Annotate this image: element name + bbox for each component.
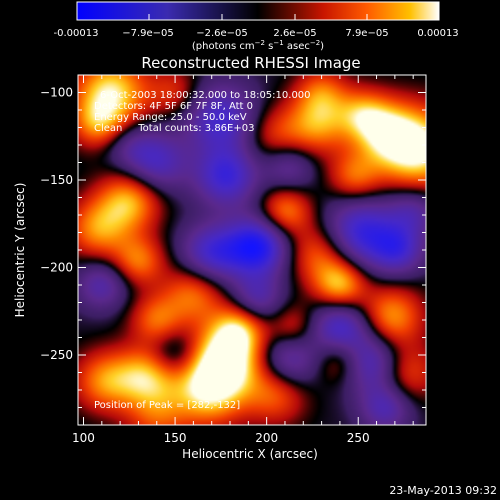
annotation-counts: Clean Total counts: 3.86E+03 — [94, 123, 254, 134]
annotation-time: 6-Oct-2003 18:00:32.000 to 18:05:10.000 — [100, 90, 311, 101]
peak-position-label: Position of Peak = [282,-132] — [94, 400, 240, 411]
x-axis-label: Heliocentric X (arcsec) — [182, 447, 318, 461]
annotation-energy: Energy Range: 25.0 - 50.0 keV — [94, 112, 247, 123]
chart-title: Reconstructed RHESSI Image — [141, 54, 360, 72]
colorbar-tick-label: 0.00013 — [417, 28, 458, 39]
axis-ticks — [78, 74, 426, 426]
y-tick-label: −150 — [40, 173, 73, 187]
x-tick-labels: 100 150 200 250 — [72, 431, 370, 445]
y-tick-label: −200 — [40, 261, 73, 275]
y-tick-labels: −100 −150 −200 −250 — [40, 86, 73, 363]
colorbar-tick-label: −7.9e−05 — [122, 28, 174, 39]
colorbar-gradient — [76, 1, 440, 21]
colorbar-tick-label: 7.9e−05 — [345, 28, 388, 39]
heatmap-area — [78, 75, 426, 425]
timestamp-footer: 23-May-2013 09:32 — [389, 484, 497, 497]
y-tick-label: −100 — [40, 86, 73, 100]
observation-info: 6-Oct-2003 18:00:32.000 to 18:05:10.000 … — [94, 90, 311, 134]
colorbar: -0.00013 −7.9e−05 −2.6e−05 2.6e−05 7.9e−… — [54, 1, 459, 52]
colorbar-unit-label: (photons cm−2 s−1 asec−2) — [192, 39, 324, 52]
colorbar-tick-label: −2.6e−05 — [196, 28, 248, 39]
colorbar-tick-label: -0.00013 — [54, 28, 99, 39]
heatmap-image — [78, 75, 426, 425]
y-tick-label: −250 — [40, 348, 73, 362]
x-tick-label: 100 — [72, 431, 95, 445]
x-tick-label: 250 — [347, 431, 370, 445]
annotation-detectors: Detectors: 4F 5F 6F 7F 8F, Att 0 — [94, 101, 253, 112]
colorbar-tick-label: 2.6e−05 — [273, 28, 316, 39]
x-tick-label: 150 — [164, 431, 187, 445]
colorbar-ticks — [76, 14, 440, 20]
y-axis-label: Heliocentric Y (arcsec) — [13, 183, 27, 318]
x-tick-label: 200 — [255, 431, 278, 445]
